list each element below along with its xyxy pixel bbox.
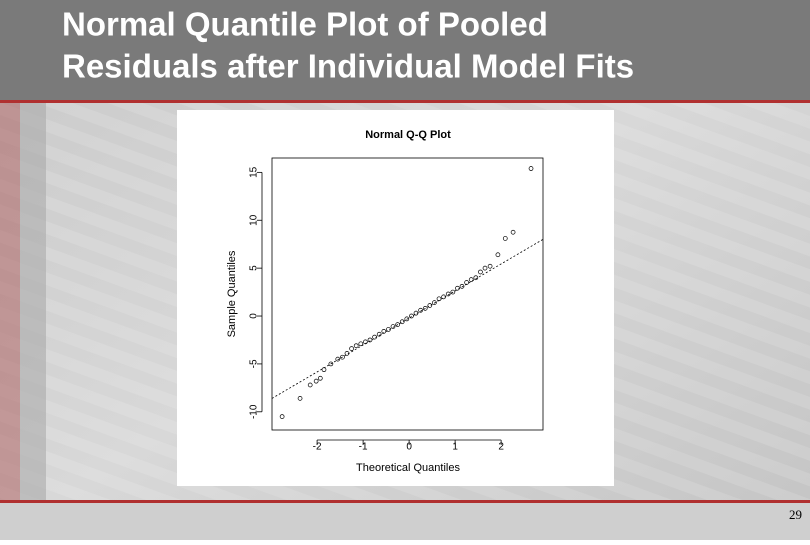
point bbox=[340, 354, 345, 360]
x-tick-label: -2 bbox=[313, 442, 322, 453]
point bbox=[468, 277, 474, 282]
point bbox=[422, 306, 428, 311]
x-axis-label: Theoretical Quantiles bbox=[356, 462, 460, 474]
point bbox=[502, 236, 508, 241]
point bbox=[307, 382, 313, 388]
point bbox=[441, 294, 446, 300]
point bbox=[381, 329, 387, 334]
point bbox=[482, 265, 488, 271]
point bbox=[297, 396, 303, 401]
point bbox=[528, 166, 534, 171]
y-tick-label: -5 bbox=[249, 359, 260, 368]
point bbox=[495, 252, 501, 258]
point bbox=[390, 324, 396, 329]
x-tick-label: 0 bbox=[406, 442, 412, 453]
point bbox=[363, 339, 368, 345]
title-rule bbox=[0, 100, 810, 103]
reference-line bbox=[271, 239, 544, 399]
y-tick-label: -10 bbox=[249, 404, 260, 419]
point bbox=[317, 375, 323, 381]
point bbox=[279, 414, 285, 419]
point bbox=[459, 283, 465, 289]
point bbox=[353, 343, 359, 349]
point bbox=[367, 337, 373, 343]
point bbox=[413, 310, 419, 316]
point bbox=[386, 327, 391, 332]
point bbox=[399, 319, 405, 325]
point bbox=[404, 316, 410, 322]
point bbox=[349, 346, 354, 351]
point bbox=[395, 322, 400, 327]
x-tick-label: -1 bbox=[359, 442, 368, 453]
point bbox=[418, 307, 423, 313]
point bbox=[321, 367, 327, 373]
footer bbox=[0, 503, 810, 540]
point bbox=[478, 269, 483, 275]
footer-rule bbox=[0, 500, 810, 503]
point bbox=[432, 300, 437, 305]
chart-title: Normal Q-Q Plot bbox=[365, 129, 451, 141]
point bbox=[455, 285, 460, 291]
y-tick-label: 10 bbox=[249, 214, 260, 226]
y-tick-label: 5 bbox=[249, 265, 260, 271]
point bbox=[344, 351, 350, 356]
y-tick-label: 0 bbox=[249, 313, 260, 319]
point bbox=[450, 289, 456, 295]
plot-panel bbox=[177, 110, 614, 486]
page-number: 29 bbox=[789, 507, 802, 522]
point bbox=[358, 341, 364, 347]
point bbox=[328, 361, 334, 367]
point bbox=[464, 280, 469, 285]
point bbox=[510, 229, 516, 235]
point bbox=[436, 296, 442, 302]
point bbox=[372, 334, 377, 340]
point bbox=[376, 331, 382, 337]
left-bar bbox=[0, 103, 20, 500]
point bbox=[409, 313, 414, 319]
point bbox=[487, 263, 493, 269]
point bbox=[427, 303, 433, 308]
point bbox=[445, 291, 451, 297]
x-tick-label: 1 bbox=[452, 442, 458, 453]
point bbox=[335, 356, 341, 362]
slide-title: Normal Quantile Plot of Pooled bbox=[62, 6, 548, 43]
slide-title: Residuals after Individual Model Fits bbox=[62, 48, 634, 85]
point bbox=[473, 275, 479, 281]
left-bar-2 bbox=[20, 103, 46, 500]
y-axis-label: Sample Quantiles bbox=[226, 250, 238, 337]
point bbox=[313, 378, 319, 384]
y-tick-label: 15 bbox=[249, 166, 260, 178]
plot-box bbox=[271, 157, 544, 431]
title-bar bbox=[0, 0, 810, 100]
x-tick-label: 2 bbox=[498, 442, 504, 453]
